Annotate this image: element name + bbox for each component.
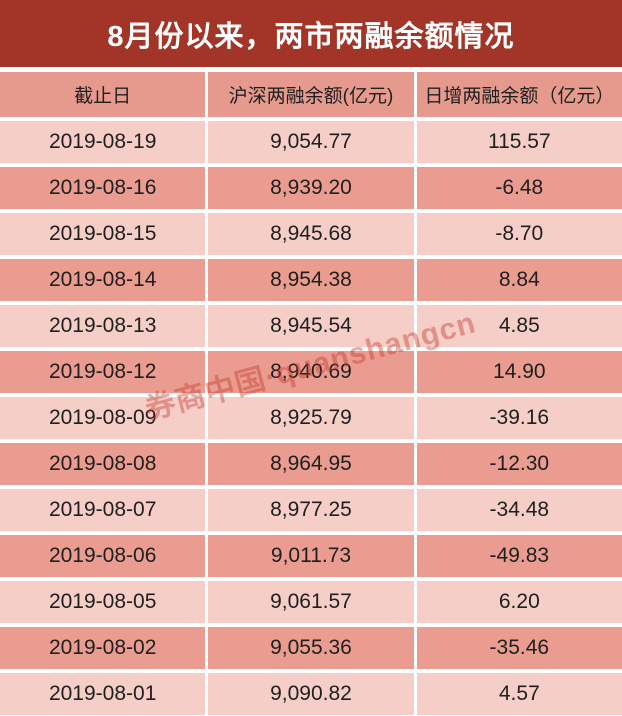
date-cell: 2019-08-06 — [0, 535, 206, 577]
page-title: 8月份以来，两市两融余额情况 — [107, 20, 515, 53]
date-cell: 2019-08-07 — [0, 489, 206, 531]
column-header-date: 截止日 — [0, 72, 206, 117]
balance-cell: 8,964.95 — [208, 443, 414, 485]
date-cell: 2019-08-08 — [0, 443, 206, 485]
daily-change-cell: -6.48 — [416, 167, 622, 209]
daily-change-cell: 4.85 — [416, 305, 622, 347]
date-cell: 2019-08-09 — [0, 397, 206, 439]
table-row: 2019-08-09 8,925.79 -39.16 — [0, 397, 622, 439]
date-cell: 2019-08-19 — [0, 121, 206, 163]
table-row: 2019-08-06 9,011.73 -49.83 — [0, 535, 622, 577]
daily-change-cell: -35.46 — [416, 627, 622, 669]
daily-change-cell: -34.48 — [416, 489, 622, 531]
date-cell: 2019-08-01 — [0, 673, 206, 715]
balance-cell: 8,945.68 — [208, 213, 414, 255]
table-row: 2019-08-15 8,945.68 -8.70 — [0, 213, 622, 255]
table-row: 2019-08-01 9,090.82 4.57 — [0, 673, 622, 715]
balance-cell: 8,925.79 — [208, 397, 414, 439]
table-header-row: 截止日 沪深两融余额(亿元) 日增两融余额（亿元） — [0, 72, 622, 117]
column-header-balance: 沪深两融余额(亿元) — [208, 72, 414, 117]
table-title-bar: 8月份以来，两市两融余额情况 — [0, 0, 622, 67]
daily-change-cell: 6.20 — [416, 581, 622, 623]
table-row: 2019-08-19 9,054.77 115.57 — [0, 121, 622, 163]
table-row: 2019-08-16 8,939.20 -6.48 — [0, 167, 622, 209]
balance-cell: 9,055.36 — [208, 627, 414, 669]
date-cell: 2019-08-13 — [0, 305, 206, 347]
balance-cell: 9,054.77 — [208, 121, 414, 163]
balance-cell: 9,011.73 — [208, 535, 414, 577]
daily-change-cell: -39.16 — [416, 397, 622, 439]
table-row: 2019-08-05 9,061.57 6.20 — [0, 581, 622, 623]
date-cell: 2019-08-16 — [0, 167, 206, 209]
daily-change-cell: 8.84 — [416, 259, 622, 301]
balance-cell: 8,977.25 — [208, 489, 414, 531]
date-cell: 2019-08-12 — [0, 351, 206, 393]
balance-cell: 8,940.69 — [208, 351, 414, 393]
balance-cell: 9,090.82 — [208, 673, 414, 715]
margin-balance-table: 截止日 沪深两融余额(亿元) 日增两融余额（亿元） 2019-08-19 9,0… — [0, 72, 622, 715]
balance-cell: 9,061.57 — [208, 581, 414, 623]
table-row: 2019-08-14 8,954.38 8.84 — [0, 259, 622, 301]
column-header-daily-change: 日增两融余额（亿元） — [416, 72, 622, 117]
daily-change-cell: -8.70 — [416, 213, 622, 255]
daily-change-cell: -49.83 — [416, 535, 622, 577]
date-cell: 2019-08-14 — [0, 259, 206, 301]
daily-change-cell: -12.30 — [416, 443, 622, 485]
table-row: 2019-08-08 8,964.95 -12.30 — [0, 443, 622, 485]
date-cell: 2019-08-15 — [0, 213, 206, 255]
daily-change-cell: 14.90 — [416, 351, 622, 393]
date-cell: 2019-08-02 — [0, 627, 206, 669]
balance-cell: 8,954.38 — [208, 259, 414, 301]
table-row: 2019-08-07 8,977.25 -34.48 — [0, 489, 622, 531]
balance-cell: 8,939.20 — [208, 167, 414, 209]
table-row: 2019-08-02 9,055.36 -35.46 — [0, 627, 622, 669]
date-cell: 2019-08-05 — [0, 581, 206, 623]
table-row: 2019-08-12 8,940.69 14.90 — [0, 351, 622, 393]
table-row: 2019-08-13 8,945.54 4.85 — [0, 305, 622, 347]
daily-change-cell: 115.57 — [416, 121, 622, 163]
balance-cell: 8,945.54 — [208, 305, 414, 347]
daily-change-cell: 4.57 — [416, 673, 622, 715]
